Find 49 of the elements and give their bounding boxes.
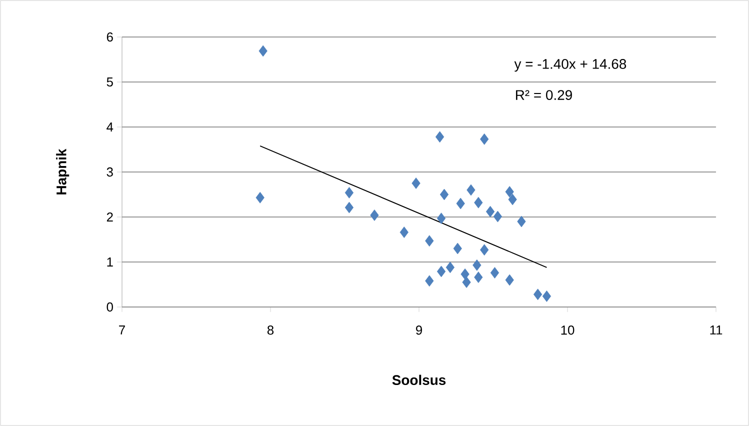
y-axis-title: Hapnik xyxy=(56,148,70,194)
y-tick-label: 2 xyxy=(106,212,113,222)
point xyxy=(490,267,500,278)
y-tick-label: 1 xyxy=(107,258,113,266)
point xyxy=(505,274,514,286)
point xyxy=(453,242,462,254)
point xyxy=(505,186,514,198)
point xyxy=(462,276,471,288)
point xyxy=(474,272,483,283)
point xyxy=(344,187,354,198)
y-tick-label: 4 xyxy=(106,122,114,132)
annotation: y = -1.40x + 14.68 xyxy=(514,59,626,72)
point xyxy=(425,275,434,287)
point xyxy=(440,188,449,200)
point xyxy=(493,210,502,222)
point xyxy=(466,184,476,196)
x-tick-label: 9 xyxy=(416,326,422,335)
point xyxy=(480,133,489,145)
point xyxy=(533,288,542,300)
point xyxy=(508,194,517,206)
point xyxy=(370,210,379,221)
point xyxy=(472,259,482,271)
point xyxy=(435,131,444,143)
point xyxy=(436,266,446,278)
y-tick-label: 6 xyxy=(106,32,113,42)
point xyxy=(486,206,495,218)
point xyxy=(412,178,420,189)
point xyxy=(258,45,268,57)
point xyxy=(480,244,489,256)
point xyxy=(436,212,446,224)
point xyxy=(474,196,483,208)
x-tick-label: 11 xyxy=(710,326,722,334)
point xyxy=(400,226,408,238)
point xyxy=(446,262,455,274)
y-tick-label: 3 xyxy=(106,167,113,177)
x-tick-label: 10 xyxy=(561,326,574,335)
annotation: R² = 0.29 xyxy=(516,90,572,100)
point xyxy=(456,198,465,210)
point xyxy=(256,192,264,204)
x-tick-label: 7 xyxy=(119,326,125,334)
point xyxy=(344,202,354,214)
y-tick-label: 0 xyxy=(106,302,113,312)
point xyxy=(517,216,526,228)
x-tick-label: 8 xyxy=(267,326,274,335)
y-tick-label: 5 xyxy=(106,77,113,87)
point xyxy=(542,290,552,302)
point xyxy=(460,268,470,280)
point xyxy=(425,235,434,247)
x-axis-title: Soolsus xyxy=(392,374,446,386)
